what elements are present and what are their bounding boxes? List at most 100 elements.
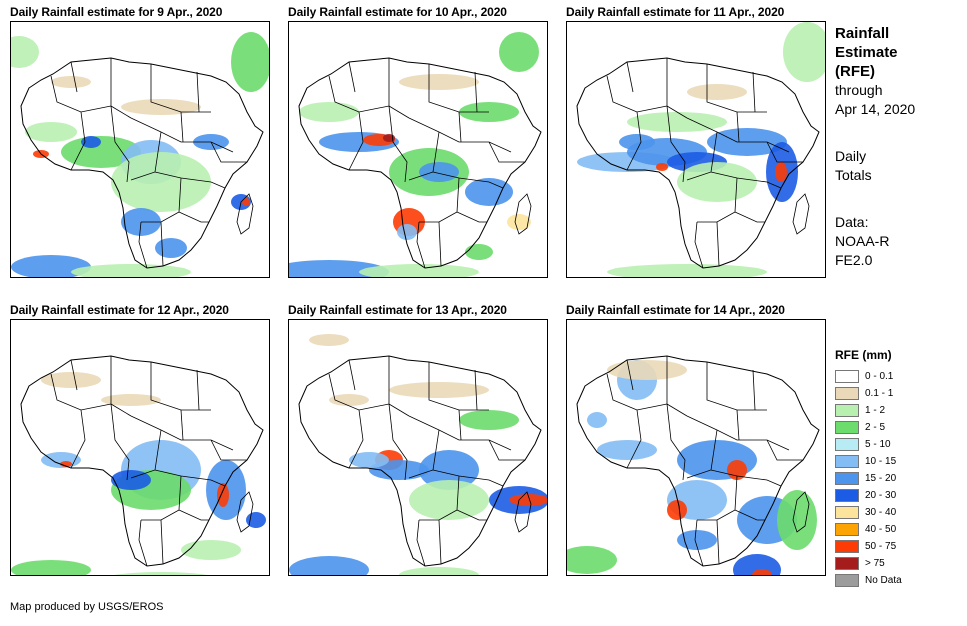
- rainfall-area: [507, 214, 531, 230]
- country-border: [736, 111, 740, 143]
- rainfall-area: [752, 569, 772, 575]
- country-border: [626, 359, 634, 391]
- country-border: [70, 111, 86, 171]
- country-border: [138, 519, 148, 567]
- country-border: [388, 105, 408, 183]
- legend-swatch: [835, 506, 859, 519]
- madagascar-outline: [792, 491, 810, 533]
- data-label: Data:: [835, 214, 869, 230]
- legend: RFE (mm) 0 - 0.1 0.1 - 1 1 - 2 2 - 5 5 - 10 1…: [835, 348, 960, 589]
- country-border: [766, 439, 803, 461]
- panel-title: Daily Rainfall estimate for 13 Apr., 202…: [288, 303, 507, 317]
- rainfall-area: [677, 162, 757, 202]
- country-border: [130, 415, 234, 451]
- country-border: [160, 519, 164, 565]
- rainfall-area: [11, 560, 91, 575]
- totals-label: Daily Totals: [835, 148, 872, 183]
- rainfall-area: [155, 238, 187, 258]
- legend-row: No Data: [835, 572, 960, 589]
- rainfall-area: [309, 334, 349, 346]
- rainfall-area: [349, 452, 389, 468]
- country-border: [210, 439, 247, 461]
- country-border: [348, 409, 364, 469]
- rainfall-area: [419, 162, 459, 182]
- country-border: [752, 71, 756, 113]
- legend-row: 0.1 - 1: [835, 385, 960, 402]
- country-border: [196, 71, 200, 113]
- through-label: through: [835, 82, 883, 98]
- rainfall-area: [775, 162, 787, 182]
- legend-label: 5 - 10: [865, 439, 891, 450]
- rainfall-area: [597, 440, 657, 460]
- rainfall-area: [11, 36, 39, 68]
- panel-title: Daily Rainfall estimate for 11 Apr., 202…: [566, 5, 785, 19]
- map-panel-apr-11: Daily Rainfall estimate for 11 Apr., 202…: [566, 5, 826, 278]
- country-border: [130, 117, 234, 153]
- country-border: [488, 141, 525, 163]
- country-border: [178, 509, 209, 521]
- rainfall-area: [242, 198, 250, 206]
- country-border: [734, 211, 765, 223]
- legend-label: No Data: [865, 575, 902, 586]
- data-source: NOAA-RFE2.0: [835, 233, 890, 268]
- rainfall-map: [289, 32, 542, 277]
- rainfall-map: [567, 355, 820, 575]
- country-border: [686, 117, 790, 153]
- legend-row: 50 - 75: [835, 538, 960, 555]
- country-border: [456, 211, 487, 223]
- country-border: [458, 409, 462, 441]
- panel-title: Daily Rainfall estimate for 10 Apr., 202…: [288, 5, 507, 19]
- rainfall-area: [627, 112, 727, 132]
- panel-title: Daily Rainfall estimate for 12 Apr., 202…: [10, 303, 229, 317]
- country-border: [70, 409, 86, 469]
- legend-swatch: [835, 455, 859, 468]
- madagascar-outline: [514, 193, 532, 235]
- country-border: [458, 111, 462, 143]
- through-date: Apr 14, 2020: [835, 101, 916, 117]
- madagascar-outline: [236, 491, 254, 533]
- country-border: [50, 75, 112, 113]
- country-border: [697, 475, 738, 521]
- side-title: Rainfall Estimate (RFE): [835, 25, 898, 80]
- rainfall-area: [607, 264, 767, 277]
- country-border: [736, 409, 740, 441]
- country-border: [416, 519, 426, 567]
- country-border: [348, 359, 356, 391]
- country-border: [70, 359, 78, 391]
- country-border: [70, 61, 78, 93]
- madagascar-outline: [514, 491, 532, 533]
- rainfall-area: [656, 163, 668, 171]
- country-border: [606, 373, 668, 411]
- country-border: [408, 415, 512, 451]
- map-frame: [10, 21, 270, 278]
- legend-label: > 75: [865, 558, 885, 569]
- country-border: [416, 221, 426, 269]
- country-border: [154, 171, 226, 189]
- rainfall-map: [289, 334, 547, 575]
- rainfall-area: [397, 224, 417, 240]
- country-border: [141, 475, 182, 521]
- rainfall-area: [41, 372, 101, 388]
- legend-swatch: [835, 387, 859, 400]
- country-border: [180, 111, 184, 143]
- rainfall-area: [459, 410, 519, 430]
- legend-swatch: [835, 421, 859, 434]
- rainfall-area: [687, 84, 747, 100]
- map-frame: [10, 319, 270, 576]
- country-border: [694, 519, 704, 567]
- map-frame: [288, 21, 548, 278]
- legend-swatch: [835, 472, 859, 485]
- country-border: [150, 64, 211, 113]
- rainfall-area: [51, 76, 91, 88]
- country-border: [110, 403, 130, 481]
- legend-label: 1 - 2: [865, 405, 886, 416]
- country-border: [686, 415, 790, 451]
- country-border: [328, 75, 390, 113]
- country-border: [50, 373, 112, 411]
- map-panel-apr-14: Daily Rainfall estimate for 14 Apr., 202…: [566, 303, 826, 576]
- footer-credit: Map produced by USGS/EROS: [10, 601, 164, 613]
- legend-swatch: [835, 523, 859, 536]
- rainfall-area: [101, 394, 161, 406]
- coastline: [298, 57, 542, 269]
- legend-swatch: [835, 438, 859, 451]
